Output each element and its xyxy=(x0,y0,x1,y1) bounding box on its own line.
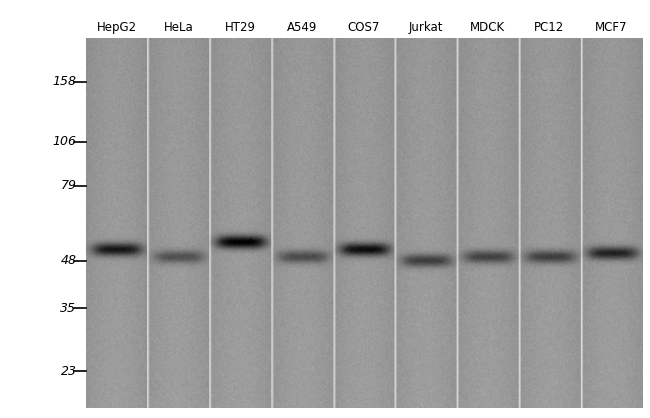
Text: 48: 48 xyxy=(60,254,77,267)
Text: HepG2: HepG2 xyxy=(96,21,136,34)
Text: Jurkat: Jurkat xyxy=(408,21,443,34)
Text: MCF7: MCF7 xyxy=(595,21,627,34)
Text: 158: 158 xyxy=(53,75,77,88)
Text: 35: 35 xyxy=(60,302,77,315)
Text: MDCK: MDCK xyxy=(470,21,505,34)
Text: PC12: PC12 xyxy=(534,21,564,34)
Text: COS7: COS7 xyxy=(348,21,380,34)
Text: HeLa: HeLa xyxy=(163,21,193,34)
Text: HT29: HT29 xyxy=(225,21,255,34)
Text: 106: 106 xyxy=(53,135,77,148)
Text: 23: 23 xyxy=(60,365,77,378)
Text: A549: A549 xyxy=(287,21,317,34)
Text: 79: 79 xyxy=(60,179,77,192)
